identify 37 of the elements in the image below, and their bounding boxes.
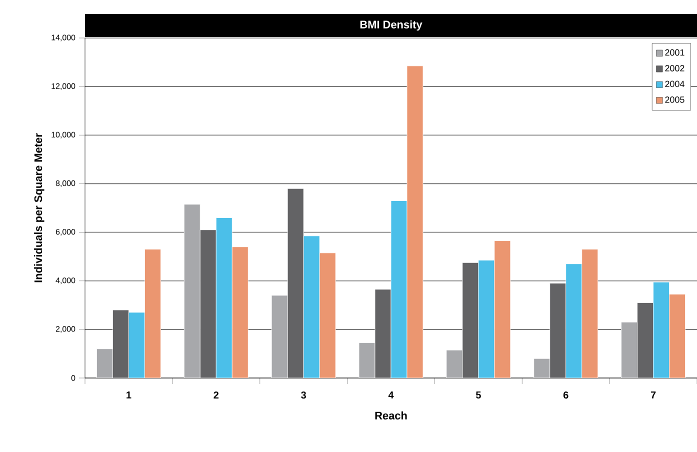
x-tick-label: 6: [563, 392, 568, 399]
bar: [358, 342, 376, 378]
bar: [390, 200, 408, 378]
x-tick-label: 2: [214, 392, 219, 398]
bar: [566, 264, 582, 378]
bar: [128, 312, 145, 378]
bar: [534, 358, 550, 378]
bar: [582, 249, 598, 378]
bar: [303, 236, 320, 378]
bar: [271, 295, 288, 378]
legend-label: 2001: [665, 49, 684, 56]
bar: [200, 230, 216, 378]
bar: [669, 294, 686, 378]
x-tick-label: 1: [126, 392, 132, 398]
bar: [144, 249, 161, 378]
bar: [232, 246, 248, 378]
bar: [478, 260, 495, 378]
legend-label: 2005: [665, 96, 684, 103]
bar: [494, 240, 511, 378]
y-axis-title: Individuals per Square Meter: [34, 133, 44, 282]
x-tick-label: 3: [301, 392, 306, 399]
bar: [621, 322, 638, 378]
chart-title: BMI Density: [360, 20, 422, 31]
bar: [406, 66, 424, 378]
x-axis-title: Reach: [375, 411, 407, 420]
bar: [446, 350, 463, 378]
x-tick-label: 4: [388, 392, 394, 398]
legend-label: 2004: [665, 80, 684, 88]
bar: [637, 302, 654, 378]
x-tick-label: 5: [476, 392, 481, 398]
bar: [216, 218, 232, 378]
bar: [319, 252, 336, 378]
bar: [184, 204, 200, 378]
bar: [96, 348, 113, 378]
legend-label: 2002: [665, 65, 684, 72]
x-tick-label: 7: [650, 392, 656, 398]
bar: [653, 282, 670, 378]
